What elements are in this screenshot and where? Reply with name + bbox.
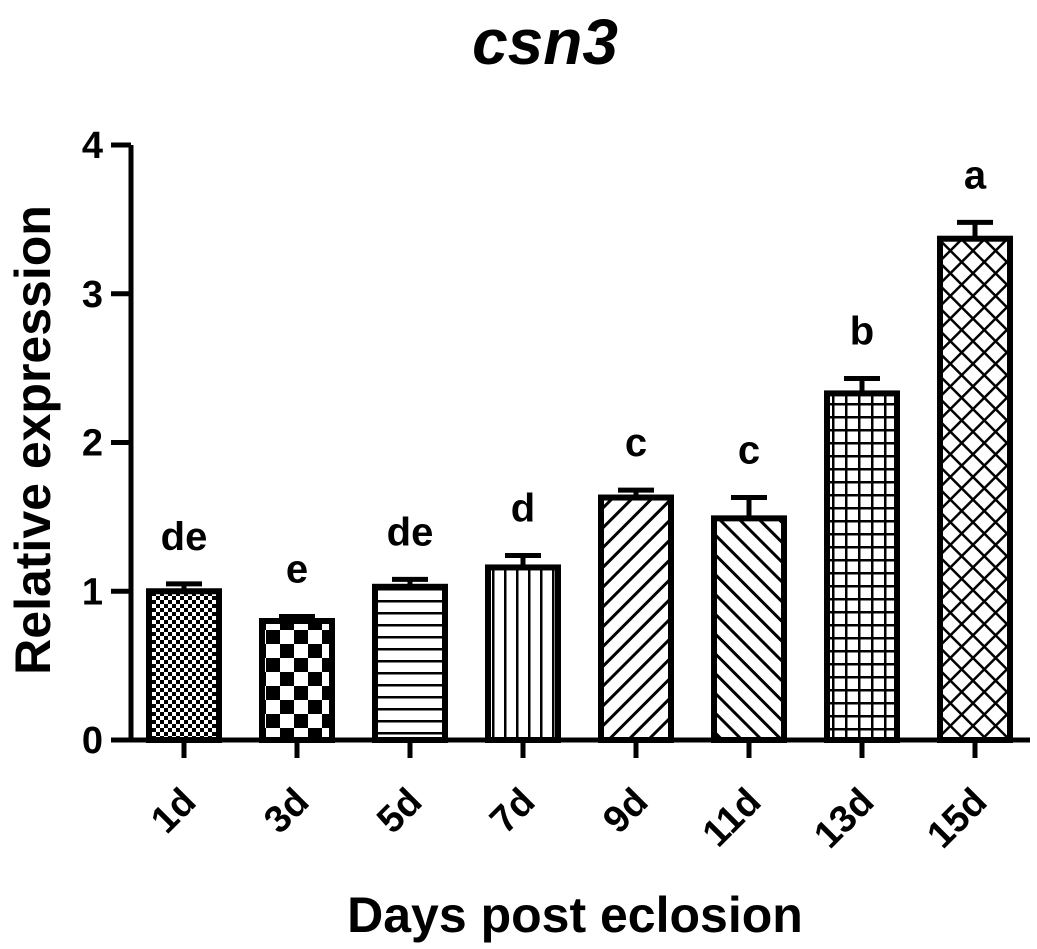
y-tick-label: 3 [82, 274, 103, 316]
y-axis-label: Relative expression [5, 205, 61, 675]
significance-label: a [964, 153, 987, 197]
significance-label: e [286, 548, 308, 592]
bar-11d [711, 515, 787, 743]
x-tick-label: 3d [256, 781, 317, 842]
bar-3d [259, 618, 335, 743]
y-tick-label: 0 [82, 720, 103, 762]
chart-title: csn3 [472, 6, 618, 78]
significance-label: de [161, 515, 208, 559]
y-tick-label: 2 [82, 423, 103, 465]
x-tick-label: 15d [919, 781, 995, 857]
x-tick-label: 11d [695, 781, 770, 856]
bar-13d [824, 390, 900, 743]
y-tick-label: 1 [82, 571, 103, 613]
x-tick-label: 7d [482, 781, 543, 842]
significance-label: c [625, 421, 647, 465]
significance-label: d [511, 487, 535, 531]
bars: de e de d c c b a [146, 153, 1013, 744]
x-axis-label: Days post eclosion [347, 887, 803, 943]
y-axis: 0 1 2 3 4 [82, 125, 134, 762]
bar-5d [372, 583, 448, 743]
x-tick-label: 13d [806, 781, 882, 857]
bar-15d [937, 235, 1013, 743]
bar-1d [146, 588, 222, 743]
bar-7d [485, 564, 561, 744]
significance-label: de [387, 510, 434, 554]
x-tick-label: 1d [143, 781, 204, 842]
bar-9d [598, 494, 674, 743]
x-tick-label: 5d [369, 781, 430, 842]
significance-label: b [850, 310, 874, 354]
significance-label: c [738, 429, 760, 473]
x-axis: 1d 3d 5d 7d 9d 11d 13d 15d [131, 737, 1030, 857]
x-tick-label: 9d [595, 781, 656, 842]
y-tick-label: 4 [82, 125, 103, 167]
